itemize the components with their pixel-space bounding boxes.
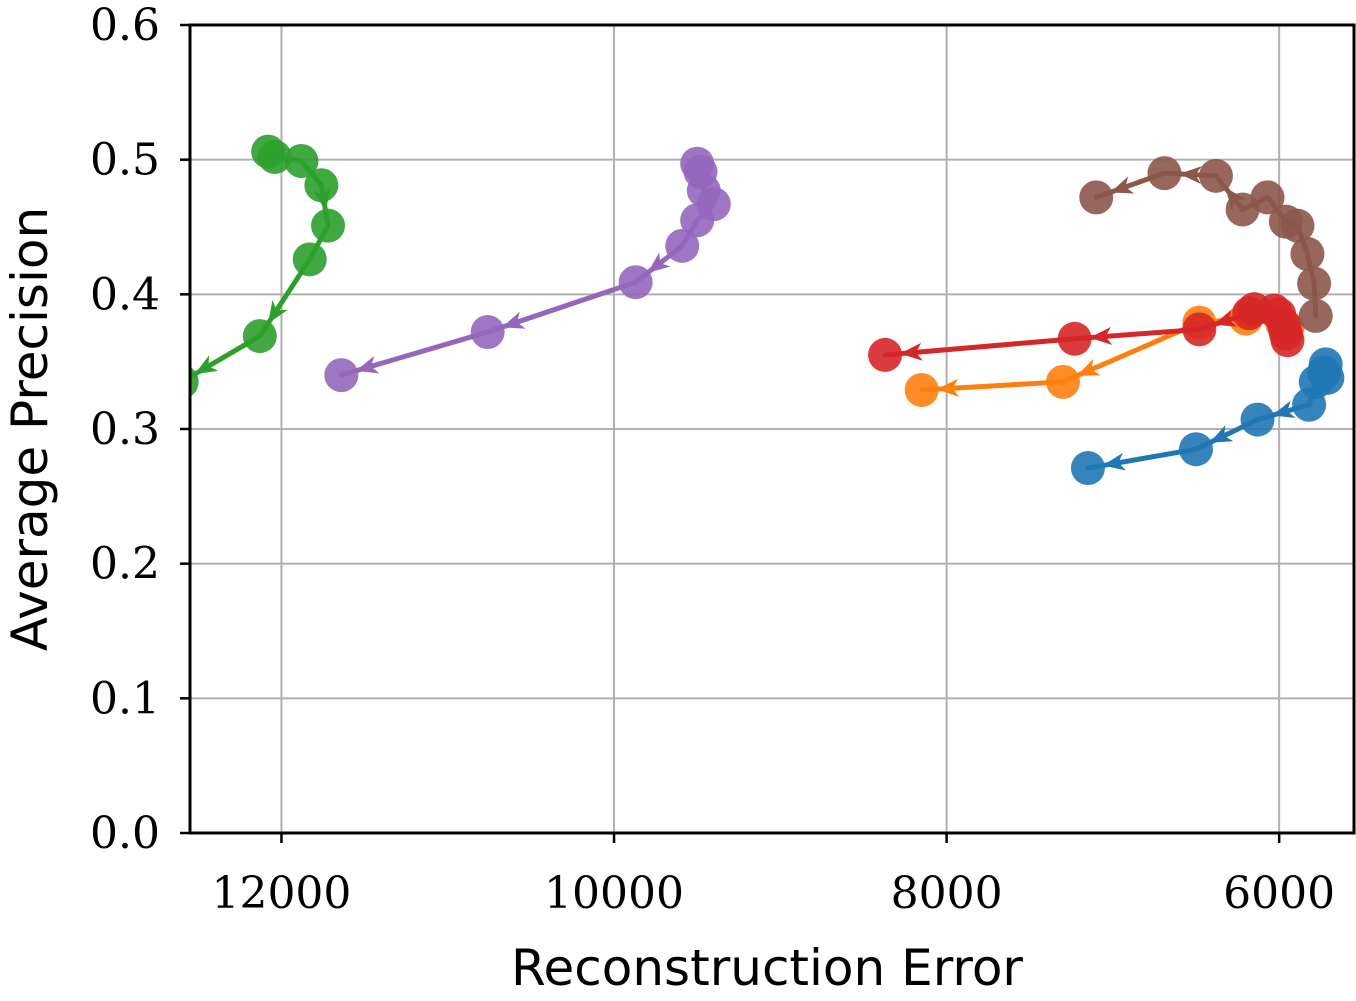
data-point <box>284 144 319 179</box>
series-purple <box>324 146 731 393</box>
series-red <box>868 292 1305 372</box>
data-point <box>868 337 903 372</box>
y-tick-label: 0.3 <box>90 404 160 455</box>
y-tick-label: 0.1 <box>90 673 160 724</box>
data-point <box>1240 402 1275 437</box>
data-point <box>304 168 339 203</box>
y-tick-label: 0.5 <box>90 135 160 186</box>
data-point <box>1225 192 1260 227</box>
axis-ticks: 12000 10000 8000 6000 0.0 0.1 0.2 0.3 0.4 0.5 0.6 <box>90 0 1335 919</box>
series-arrowhead <box>1102 452 1126 471</box>
data-point <box>1057 321 1092 356</box>
series-green <box>190 134 346 397</box>
series-arrowhead <box>501 311 526 329</box>
data-point <box>1292 387 1327 422</box>
data-point <box>1070 451 1105 486</box>
series-arrowhead <box>1110 176 1135 194</box>
data-point <box>311 208 346 243</box>
data-point <box>1182 312 1217 347</box>
series-arrowhead <box>1089 327 1113 345</box>
x-axis-title: Reconstruction Error <box>511 939 1023 997</box>
data-point <box>618 265 653 300</box>
series-brown <box>1079 156 1333 333</box>
plot-area <box>190 134 1345 486</box>
data-point <box>1268 204 1303 239</box>
series-arrowhead <box>268 300 288 324</box>
data-point <box>257 139 292 174</box>
series-arrowhead <box>647 252 671 273</box>
series-arrowhead <box>900 342 923 361</box>
series-arrowhead <box>1209 425 1234 443</box>
series-blue <box>1070 347 1345 486</box>
data-point <box>1290 236 1325 271</box>
y-tick-label: 0.2 <box>90 539 160 590</box>
y-tick-label: 0.0 <box>90 808 160 859</box>
data-point <box>665 228 700 263</box>
series-arrowhead <box>1271 400 1296 419</box>
grid <box>190 24 1354 834</box>
data-point <box>242 319 277 354</box>
data-point <box>1079 180 1114 215</box>
data-point <box>1046 364 1080 399</box>
series-arrowhead <box>1076 358 1101 376</box>
data-point <box>190 367 199 397</box>
data-point <box>680 203 715 238</box>
series-arrowhead <box>1179 166 1202 185</box>
series-line-segment <box>882 336 1078 358</box>
data-point <box>904 372 939 407</box>
x-tick-label: 12000 <box>211 868 351 919</box>
x-tick-label: 8000 <box>891 868 1003 919</box>
data-point <box>1297 266 1332 301</box>
data-point <box>1198 158 1233 193</box>
y-tick-label: 0.6 <box>90 0 160 51</box>
data-point <box>1232 296 1267 331</box>
series-arrowhead <box>936 378 960 397</box>
data-point <box>470 315 505 350</box>
data-point <box>292 242 327 277</box>
x-tick-label: 10000 <box>544 868 684 919</box>
data-point <box>324 358 359 393</box>
y-axis-title: Average Precision <box>1 207 59 651</box>
y-tick-label: 0.4 <box>90 269 160 320</box>
series-arrowhead <box>1213 309 1238 327</box>
series-arrowhead <box>194 355 219 375</box>
data-point <box>1179 432 1214 467</box>
x-tick-label: 6000 <box>1223 868 1335 919</box>
data-point <box>1298 298 1333 333</box>
series-arrowhead <box>355 356 380 374</box>
data-point <box>1147 156 1182 191</box>
